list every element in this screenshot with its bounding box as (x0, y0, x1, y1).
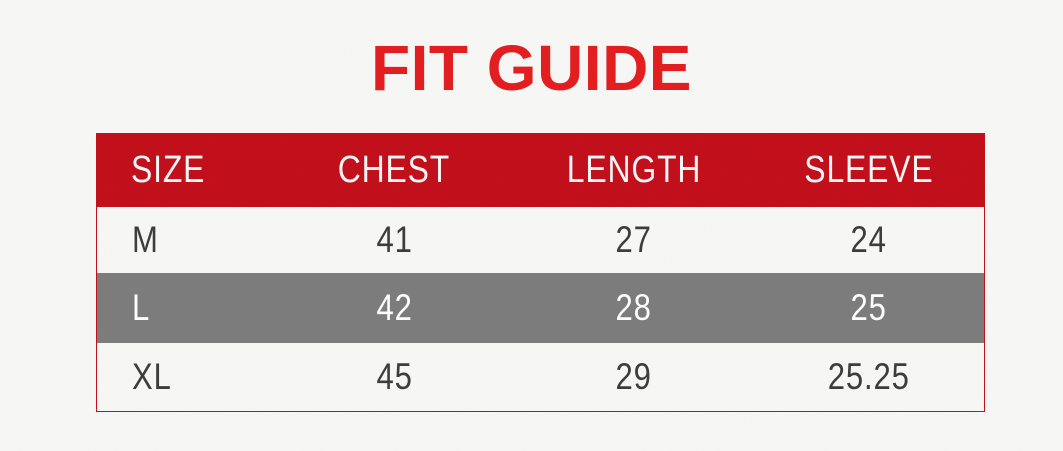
cell-size: XL (97, 356, 274, 398)
header-cell-chest: CHEST (274, 149, 514, 192)
table-header-row: SIZE CHEST LENGTH SLEEVE (96, 133, 985, 207)
cell-size: L (97, 287, 274, 329)
cell-value: M (132, 219, 159, 260)
cell-length: 27 (514, 219, 753, 261)
cell-value: L (132, 287, 151, 328)
table-row-l-highlighted: L 42 28 25 (97, 273, 984, 343)
header-label-size: SIZE (131, 148, 206, 191)
header-cell-size: SIZE (96, 149, 274, 192)
cell-value: 25.25 (827, 356, 910, 397)
header-cell-length: LENGTH (514, 149, 754, 192)
cell-chest: 45 (274, 356, 513, 398)
cell-value: 27 (615, 219, 652, 260)
cell-sleeve: 24 (753, 219, 984, 261)
cell-chest: 42 (274, 287, 513, 329)
cell-value: 41 (375, 219, 413, 260)
cell-value: 25 (850, 287, 887, 328)
header-label-sleeve: SLEEVE (804, 148, 935, 191)
header-label-chest: CHEST (337, 148, 450, 191)
cell-value: 24 (850, 219, 887, 260)
cell-length: 28 (514, 287, 753, 329)
page-title: FIT GUIDE (371, 32, 692, 104)
cell-chest: 41 (274, 219, 513, 261)
cell-sleeve: 25.25 (753, 356, 984, 398)
cell-value: 28 (615, 287, 652, 328)
cell-value: 45 (375, 356, 413, 397)
cell-value: 42 (375, 287, 413, 328)
cell-sleeve: 25 (753, 287, 984, 329)
table-row-xl: XL 45 29 25.25 (97, 343, 984, 411)
cell-size: M (97, 219, 274, 261)
cell-length: 29 (514, 356, 753, 398)
header-label-length: LENGTH (566, 148, 702, 191)
size-chart-table: SIZE CHEST LENGTH SLEEVE M 41 27 24 L 42 (96, 133, 985, 412)
header-cell-sleeve: SLEEVE (754, 149, 985, 192)
table-row-m: M 41 27 24 (97, 207, 984, 273)
cell-value: 29 (615, 356, 652, 397)
cell-value: XL (132, 356, 172, 397)
